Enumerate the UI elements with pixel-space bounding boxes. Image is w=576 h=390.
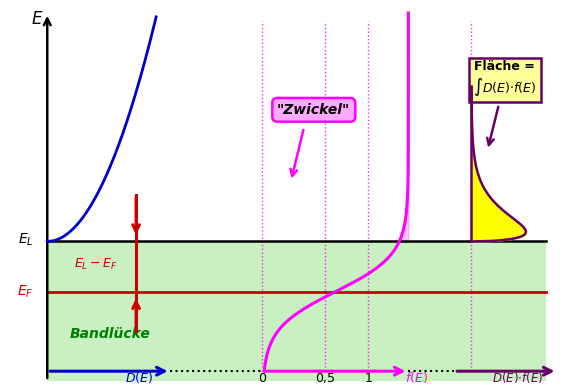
Text: $D(E)$: $D(E)$ [125,370,153,385]
Text: $f(E)$: $f(E)$ [406,370,429,385]
Text: $D(E){\cdot}f(E)$: $D(E){\cdot}f(E)$ [492,370,543,385]
Text: Bandlücke: Bandlücke [70,327,151,341]
Text: $E_F$: $E_F$ [17,284,34,300]
Text: 0: 0 [258,372,266,385]
Text: 0,5: 0,5 [315,372,335,385]
Text: $E_L$: $E_L$ [18,231,33,248]
Text: "Zwickel": "Zwickel" [277,103,350,117]
Text: Fläche =
$\int D(E){\cdot}f(E)$: Fläche = $\int D(E){\cdot}f(E)$ [473,60,536,98]
Text: $E_L-E_F$: $E_L-E_F$ [74,257,118,272]
Polygon shape [47,241,546,381]
Text: $E$: $E$ [31,10,44,28]
Text: 1: 1 [364,372,372,385]
